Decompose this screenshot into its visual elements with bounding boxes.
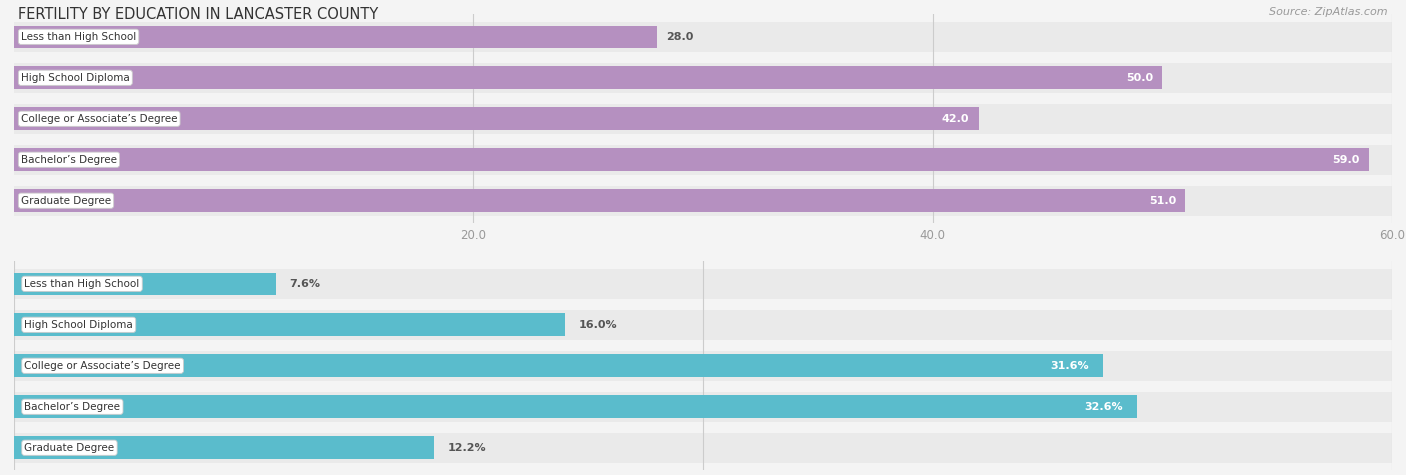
Text: 59.0: 59.0 bbox=[1333, 155, 1360, 165]
Text: Less than High School: Less than High School bbox=[24, 279, 139, 289]
Bar bbox=[14, 314, 565, 336]
Bar bbox=[14, 351, 1392, 380]
Text: 51.0: 51.0 bbox=[1149, 196, 1175, 206]
Bar bbox=[14, 186, 1392, 216]
Bar bbox=[14, 66, 1163, 89]
Bar bbox=[14, 273, 276, 295]
Text: 50.0: 50.0 bbox=[1126, 73, 1153, 83]
Bar bbox=[14, 26, 657, 48]
Text: 7.6%: 7.6% bbox=[290, 279, 321, 289]
Bar bbox=[14, 433, 1392, 463]
Text: High School Diploma: High School Diploma bbox=[24, 320, 134, 330]
Bar bbox=[14, 145, 1392, 175]
Text: Graduate Degree: Graduate Degree bbox=[21, 196, 111, 206]
Bar bbox=[14, 310, 1392, 340]
Text: Bachelor’s Degree: Bachelor’s Degree bbox=[24, 402, 121, 412]
Text: 42.0: 42.0 bbox=[942, 114, 969, 124]
Text: 31.6%: 31.6% bbox=[1050, 361, 1088, 371]
Text: 16.0%: 16.0% bbox=[579, 320, 617, 330]
Bar bbox=[14, 149, 1369, 171]
Bar bbox=[14, 392, 1392, 422]
Bar bbox=[14, 396, 1137, 418]
Bar bbox=[14, 190, 1185, 212]
Text: College or Associate’s Degree: College or Associate’s Degree bbox=[21, 114, 177, 124]
Text: Source: ZipAtlas.com: Source: ZipAtlas.com bbox=[1270, 7, 1388, 17]
Text: FERTILITY BY EDUCATION IN LANCASTER COUNTY: FERTILITY BY EDUCATION IN LANCASTER COUN… bbox=[18, 7, 378, 22]
Text: Less than High School: Less than High School bbox=[21, 32, 136, 42]
Text: 28.0: 28.0 bbox=[666, 32, 693, 42]
Text: College or Associate’s Degree: College or Associate’s Degree bbox=[24, 361, 181, 371]
Text: High School Diploma: High School Diploma bbox=[21, 73, 129, 83]
Bar bbox=[14, 437, 434, 459]
Bar bbox=[14, 22, 1392, 52]
Bar bbox=[14, 269, 1392, 299]
Bar bbox=[14, 104, 1392, 133]
Text: 12.2%: 12.2% bbox=[449, 443, 486, 453]
Text: 32.6%: 32.6% bbox=[1084, 402, 1123, 412]
Text: Bachelor’s Degree: Bachelor’s Degree bbox=[21, 155, 117, 165]
Bar bbox=[14, 63, 1392, 93]
Bar bbox=[14, 354, 1102, 377]
Bar bbox=[14, 107, 979, 130]
Text: Graduate Degree: Graduate Degree bbox=[24, 443, 114, 453]
